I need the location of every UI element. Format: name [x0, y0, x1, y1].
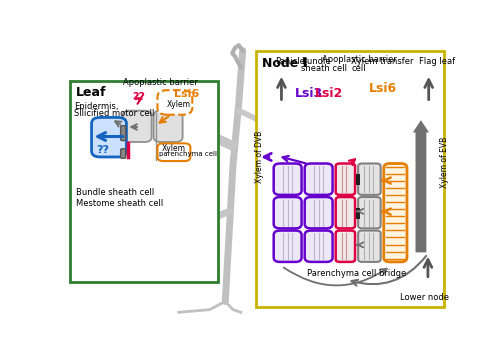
FancyBboxPatch shape	[336, 164, 355, 195]
Text: Xylem: Xylem	[166, 99, 190, 109]
Text: Epidermis,: Epidermis,	[74, 102, 118, 111]
Text: Xylem of DVB: Xylem of DVB	[255, 131, 264, 183]
FancyBboxPatch shape	[274, 197, 301, 228]
FancyBboxPatch shape	[158, 143, 190, 161]
FancyBboxPatch shape	[304, 164, 332, 195]
FancyBboxPatch shape	[92, 118, 126, 157]
FancyArrowPatch shape	[352, 256, 426, 286]
Text: Leaf: Leaf	[76, 86, 106, 99]
FancyBboxPatch shape	[358, 164, 380, 195]
Text: Panicle: Panicle	[275, 57, 304, 66]
FancyBboxPatch shape	[358, 197, 380, 228]
Text: Apoplastic barrier: Apoplastic barrier	[322, 55, 397, 64]
FancyBboxPatch shape	[274, 164, 301, 195]
Text: ??: ??	[132, 92, 145, 102]
FancyBboxPatch shape	[304, 230, 332, 262]
Text: Flag leaf: Flag leaf	[419, 57, 455, 66]
FancyBboxPatch shape	[304, 197, 332, 228]
FancyArrow shape	[413, 120, 429, 252]
FancyBboxPatch shape	[120, 149, 126, 158]
Text: parenchyma cell: parenchyma cell	[158, 151, 216, 157]
Text: Mestome sheath cell: Mestome sheath cell	[76, 199, 164, 208]
Text: Lower node: Lower node	[400, 293, 448, 302]
FancyBboxPatch shape	[274, 230, 301, 262]
FancyBboxPatch shape	[336, 230, 355, 262]
Text: ??: ??	[96, 145, 110, 155]
Text: cell: cell	[351, 64, 366, 73]
Bar	[356, 208, 360, 219]
Text: Silicified motor cell: Silicified motor cell	[74, 109, 154, 118]
Text: sheath cell: sheath cell	[301, 64, 347, 73]
FancyBboxPatch shape	[358, 230, 380, 262]
Text: Xylem: Xylem	[162, 144, 186, 153]
Bar	[356, 175, 360, 185]
Text: Bundle sheath cell: Bundle sheath cell	[76, 188, 154, 197]
Text: Xylem transfer: Xylem transfer	[351, 57, 414, 66]
Text: Lsi6: Lsi6	[368, 81, 397, 95]
FancyBboxPatch shape	[120, 126, 126, 141]
Text: Lsi2: Lsi2	[314, 87, 342, 100]
Text: Xylem of EVB: Xylem of EVB	[440, 137, 448, 188]
FancyBboxPatch shape	[384, 164, 407, 262]
FancyBboxPatch shape	[256, 51, 444, 307]
FancyArrowPatch shape	[284, 268, 387, 285]
Text: Node I: Node I	[262, 57, 307, 70]
Text: Bundle: Bundle	[301, 57, 330, 66]
FancyBboxPatch shape	[122, 110, 152, 142]
FancyBboxPatch shape	[154, 110, 182, 142]
Text: Lsi6: Lsi6	[174, 89, 200, 99]
Text: Lsi3: Lsi3	[295, 87, 323, 100]
FancyBboxPatch shape	[70, 81, 218, 282]
FancyBboxPatch shape	[158, 90, 192, 115]
Text: Parenchyma cell bridge: Parenchyma cell bridge	[306, 269, 406, 278]
Text: Apoplastic barrier: Apoplastic barrier	[122, 78, 198, 87]
FancyBboxPatch shape	[336, 197, 355, 228]
